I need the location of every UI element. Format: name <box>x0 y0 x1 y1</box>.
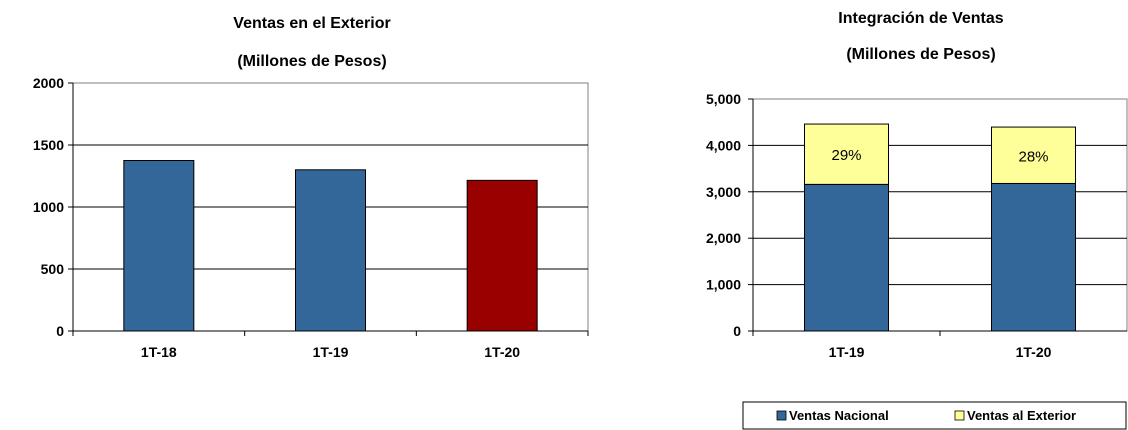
y-tick-label: 2000 <box>33 75 64 91</box>
y-tick-label: 0 <box>56 323 64 339</box>
chart-ventas-exterior: Ventas en el Exterior (Millones de Pesos… <box>33 15 589 360</box>
y-tick-label: 2,000 <box>706 230 741 246</box>
y-tick-label: 1,000 <box>706 277 741 293</box>
y-tick-label: 0 <box>733 323 741 339</box>
y-tick-label: 3,000 <box>706 184 741 200</box>
bar <box>466 179 538 332</box>
bar <box>123 160 195 332</box>
chart-subtitle: (Millones de Pesos) <box>846 46 995 63</box>
legend-label-nacional: Ventas Nacional <box>789 408 889 423</box>
legend: Ventas Nacional Ventas al Exterior <box>742 401 1127 430</box>
chart-title: Integración de Ventas <box>838 10 1003 27</box>
bars <box>123 160 538 332</box>
y-axis-ticks: 0 1,000 2,000 3,000 4,000 5,000 <box>706 91 1127 339</box>
y-tick-label: 5,000 <box>706 91 741 107</box>
x-axis-ticks: 1T-19 1T-20 <box>752 331 1052 360</box>
chart-subtitle: (Millones de Pesos) <box>237 53 386 70</box>
y-tick-label: 500 <box>41 261 65 277</box>
data-label: 28% <box>1018 148 1048 165</box>
bar <box>295 169 366 332</box>
bar-segment <box>991 182 1076 332</box>
x-tick-label: 1T-19 <box>313 344 349 360</box>
legend-swatch-exterior <box>954 410 965 421</box>
bar-segment <box>804 183 889 332</box>
y-tick-label: 1500 <box>33 137 64 153</box>
bar-segment <box>991 126 1076 184</box>
bar-segment <box>804 123 889 185</box>
x-tick-label: 1T-20 <box>484 344 520 360</box>
x-axis-ticks: 1T-18 1T-19 1T-20 <box>72 331 589 360</box>
x-tick-label: 1T-20 <box>1016 344 1052 360</box>
y-tick-label: 1000 <box>33 199 64 215</box>
chart-integracion-ventas: Integración de Ventas (Millones de Pesos… <box>706 10 1128 430</box>
x-tick-label: 1T-18 <box>141 344 177 360</box>
legend-swatch-nacional <box>776 410 787 421</box>
data-label: 29% <box>831 147 861 164</box>
y-tick-label: 4,000 <box>706 137 741 153</box>
x-tick-label: 1T-19 <box>829 344 865 360</box>
legend-label-exterior: Ventas al Exterior <box>967 408 1076 423</box>
chart-title: Ventas en el Exterior <box>233 15 390 32</box>
y-axis-ticks: 0 500 1000 1500 2000 <box>33 75 588 339</box>
legend-box <box>742 401 1127 430</box>
stacked-bars: 29% 28% <box>804 123 1076 332</box>
